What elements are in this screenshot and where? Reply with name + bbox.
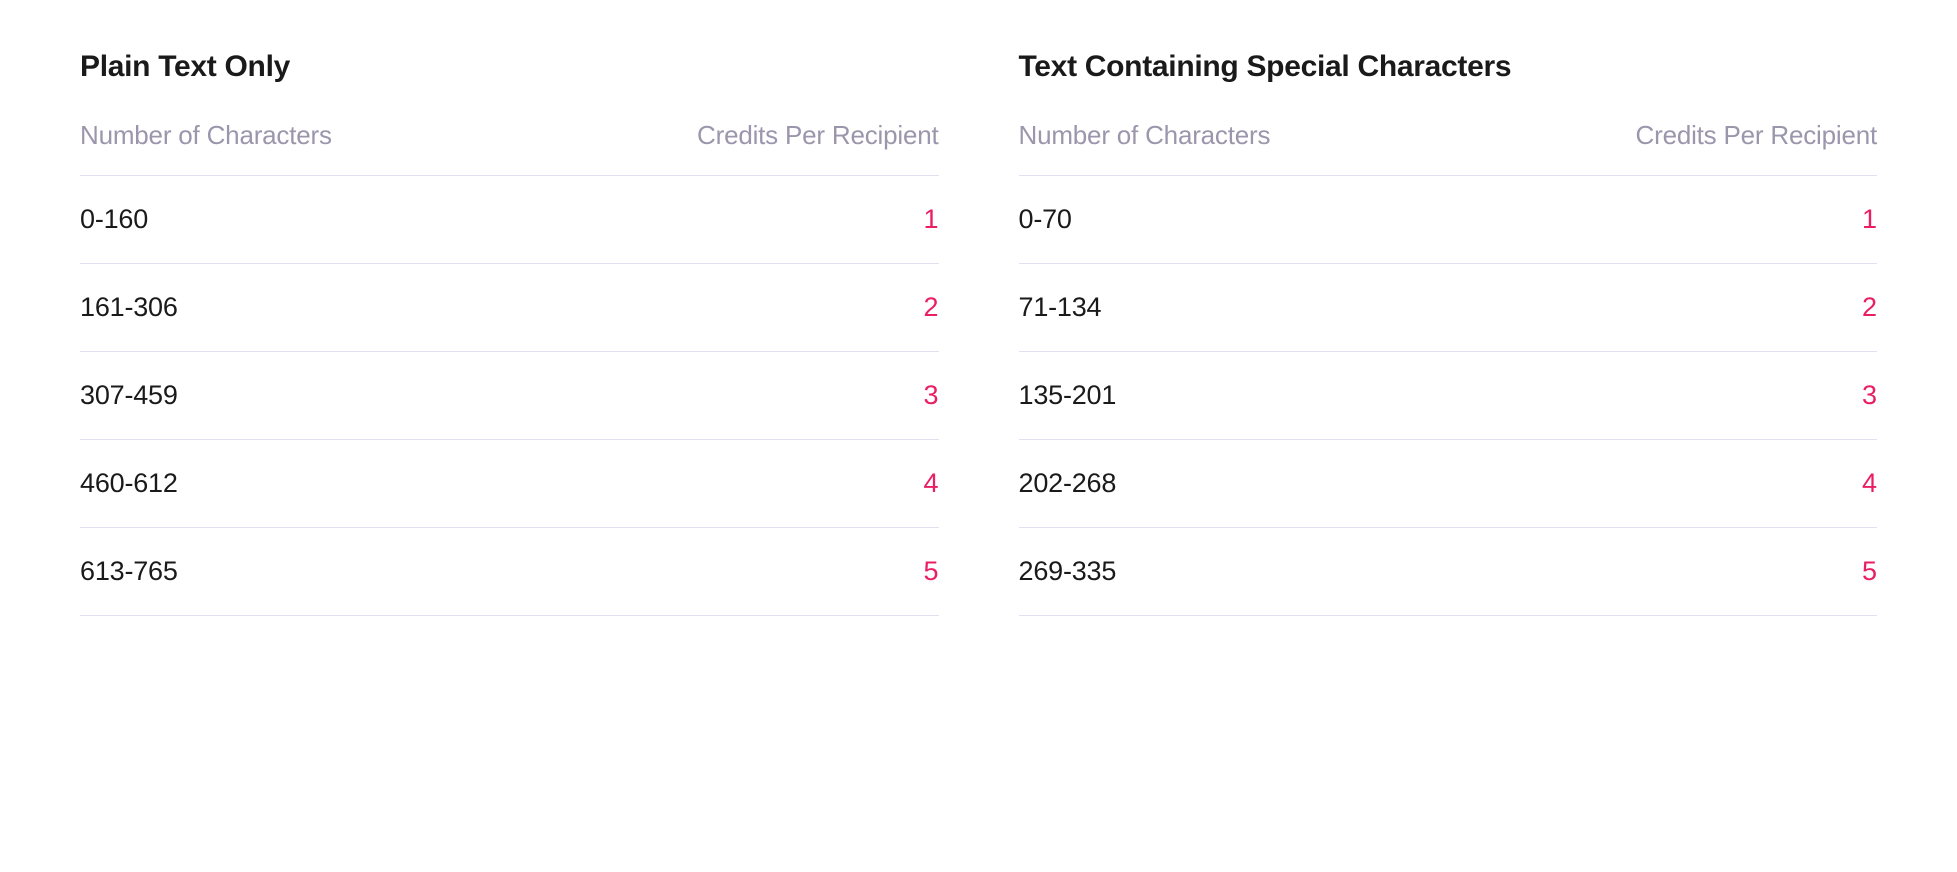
credits-cell: 1 <box>923 204 938 235</box>
range-cell: 0-160 <box>80 204 148 235</box>
table-row: 135-201 3 <box>1019 352 1878 440</box>
range-cell: 71-134 <box>1019 292 1102 323</box>
range-cell: 460-612 <box>80 468 178 499</box>
plain-text-table: Plain Text Only Number of Characters Cre… <box>80 50 939 616</box>
column-header-right: Credits Per Recipient <box>1636 120 1877 151</box>
table-row: 307-459 3 <box>80 352 939 440</box>
column-header-left: Number of Characters <box>80 120 332 151</box>
special-characters-table: Text Containing Special Characters Numbe… <box>1019 50 1878 616</box>
table-header: Number of Characters Credits Per Recipie… <box>1019 120 1878 176</box>
range-cell: 269-335 <box>1019 556 1117 587</box>
table-row: 460-612 4 <box>80 440 939 528</box>
range-cell: 161-306 <box>80 292 178 323</box>
table-row: 269-335 5 <box>1019 528 1878 616</box>
column-header-left: Number of Characters <box>1019 120 1271 151</box>
credits-cell: 5 <box>1862 556 1877 587</box>
range-cell: 135-201 <box>1019 380 1117 411</box>
table-row: 71-134 2 <box>1019 264 1878 352</box>
table-title: Plain Text Only <box>80 50 939 84</box>
table-row: 0-160 1 <box>80 176 939 264</box>
credits-cell: 3 <box>1862 380 1877 411</box>
table-title: Text Containing Special Characters <box>1019 50 1878 84</box>
credits-cell: 5 <box>923 556 938 587</box>
range-cell: 307-459 <box>80 380 178 411</box>
range-cell: 0-70 <box>1019 204 1072 235</box>
tables-container: Plain Text Only Number of Characters Cre… <box>80 50 1877 616</box>
table-row: 0-70 1 <box>1019 176 1878 264</box>
range-cell: 613-765 <box>80 556 178 587</box>
credits-cell: 2 <box>923 292 938 323</box>
table-header: Number of Characters Credits Per Recipie… <box>80 120 939 176</box>
column-header-right: Credits Per Recipient <box>697 120 938 151</box>
range-cell: 202-268 <box>1019 468 1117 499</box>
credits-cell: 4 <box>923 468 938 499</box>
credits-cell: 4 <box>1862 468 1877 499</box>
table-row: 202-268 4 <box>1019 440 1878 528</box>
credits-cell: 1 <box>1862 204 1877 235</box>
table-row: 161-306 2 <box>80 264 939 352</box>
credits-cell: 3 <box>923 380 938 411</box>
table-row: 613-765 5 <box>80 528 939 616</box>
credits-cell: 2 <box>1862 292 1877 323</box>
